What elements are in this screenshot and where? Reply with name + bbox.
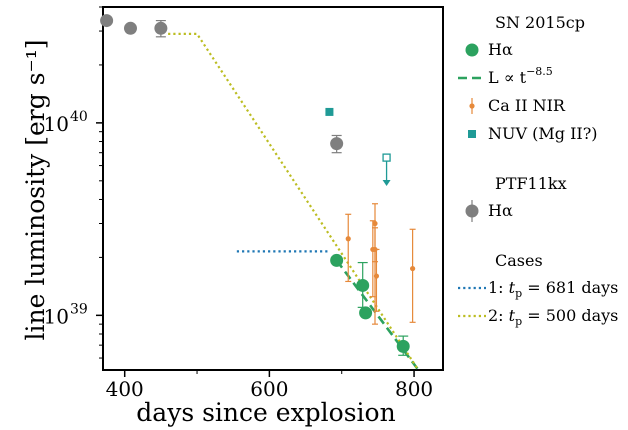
y-tick-label: 10	[44, 112, 69, 136]
data-point	[325, 107, 334, 116]
legend-group-title: SN 2015cp	[495, 13, 585, 32]
legend-marker	[468, 130, 476, 138]
data-point	[123, 21, 137, 35]
legend-group-title: PTF11kx	[495, 174, 567, 193]
legend-group-title: Cases	[495, 251, 543, 270]
legend-marker	[465, 43, 479, 57]
data-layer	[100, 14, 420, 371]
y-tick-exponent: 39	[70, 301, 88, 317]
x-tick-label: 400	[106, 377, 144, 401]
y-tick-exponent: 40	[70, 109, 88, 125]
data-point	[359, 306, 373, 320]
x-tick-label: 800	[395, 377, 433, 401]
legend-label: Hα	[488, 201, 513, 220]
data-point	[100, 14, 114, 28]
upper-limit-marker	[382, 153, 391, 162]
legend-label: 1: tp = 681 days	[488, 278, 618, 300]
data-point	[356, 278, 370, 292]
legend-label: NUV (Mg II?)	[488, 124, 598, 143]
data-point	[373, 273, 380, 279]
data-point	[410, 265, 416, 272]
x-axis-label: days since explosion	[136, 398, 395, 427]
plot-area	[102, 6, 444, 371]
legend-label: Hα	[488, 40, 513, 59]
legend-label: Ca II NIR	[488, 96, 566, 115]
data-point	[396, 339, 410, 353]
legend-label: 2: tp = 500 days	[488, 306, 618, 328]
data-point	[345, 236, 351, 242]
plot-frame	[102, 6, 444, 371]
reference-line	[168, 32, 420, 371]
x-tick-label: 600	[250, 377, 288, 401]
legend-marker	[469, 103, 475, 109]
legend-label: L ∝ t−8.5	[488, 65, 553, 87]
data-point	[372, 220, 378, 227]
legend: SN 2015cp Hα L ∝ t−8.5 Ca II NIR NUV (Mg II?…	[458, 13, 618, 328]
data-point	[330, 137, 344, 151]
y-tick-label: 10	[44, 304, 69, 328]
data-point	[330, 253, 344, 267]
data-point	[154, 21, 168, 35]
upper-limit-arrowhead	[382, 179, 391, 186]
y-axis-label: line luminosity [erg s⁻¹]	[21, 40, 50, 341]
